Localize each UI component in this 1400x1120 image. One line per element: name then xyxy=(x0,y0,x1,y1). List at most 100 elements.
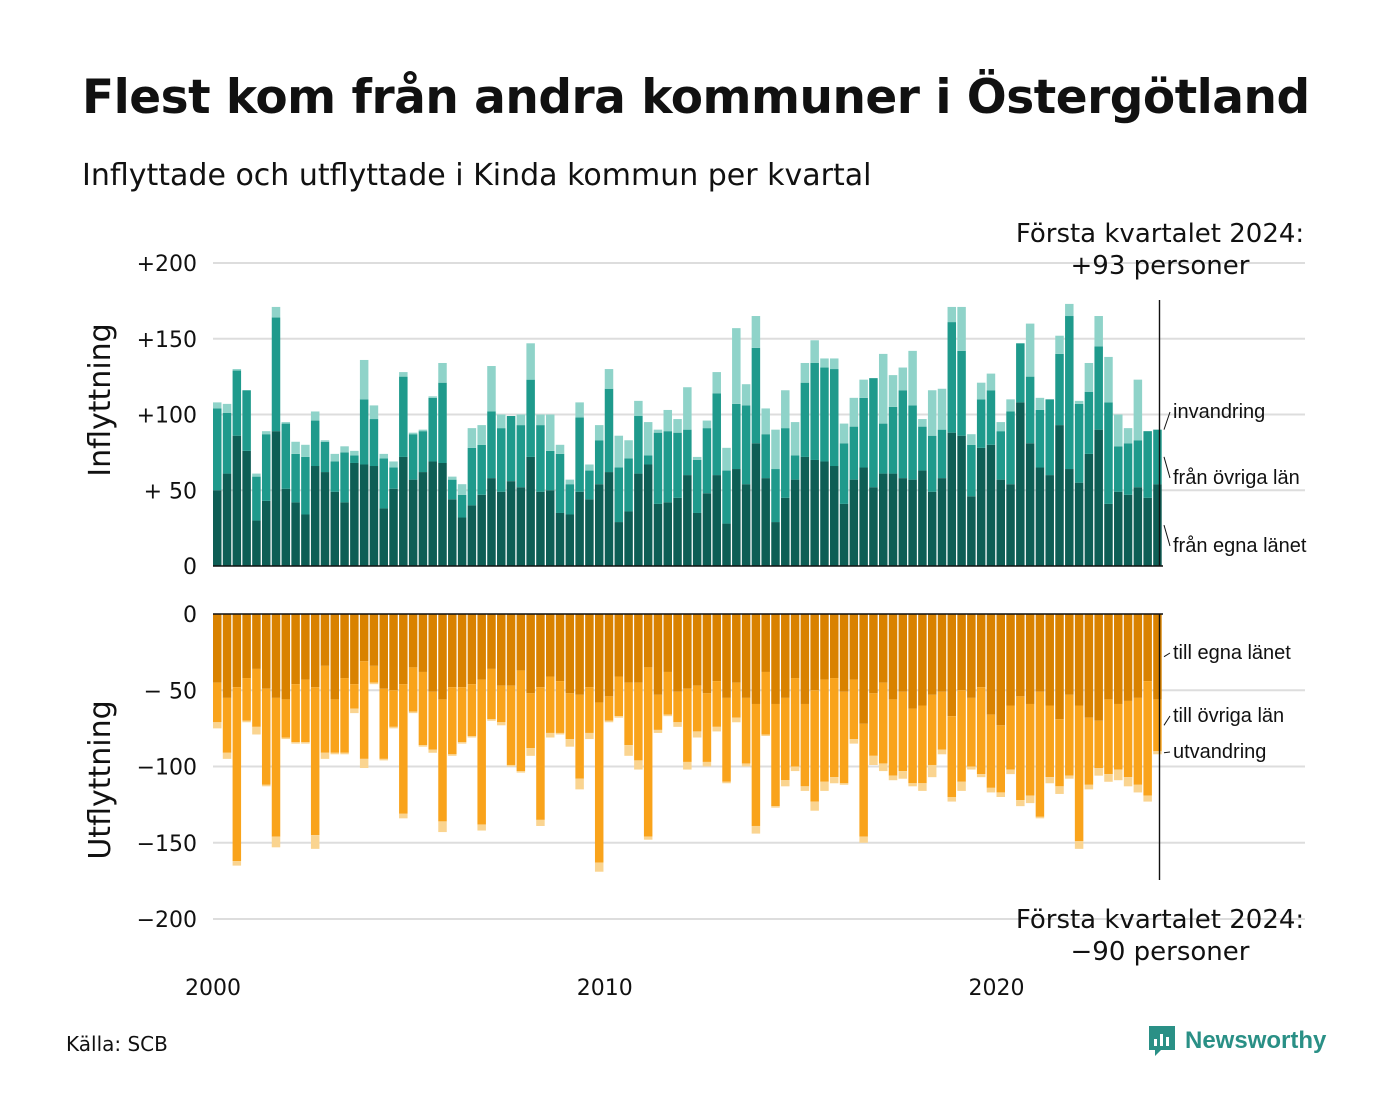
bar-emigration xyxy=(820,781,829,791)
bar-immigration xyxy=(976,382,986,400)
bar-immigration xyxy=(369,405,379,420)
bar-emigration xyxy=(497,722,506,726)
bar-in-own-county xyxy=(1045,475,1054,566)
bar-out-other-counties xyxy=(800,703,810,787)
bar-emigration xyxy=(1104,774,1113,782)
bar-out-other-counties xyxy=(839,691,849,784)
bar-emigration xyxy=(487,719,496,721)
bar-in-other-counties xyxy=(986,390,996,445)
bar-out-own-county xyxy=(1065,614,1074,695)
x-tick-label: 2010 xyxy=(577,976,633,1000)
bar-out-own-county xyxy=(908,614,917,709)
bar-immigration xyxy=(457,484,467,495)
bar-in-own-county xyxy=(340,502,349,566)
bar-out-other-counties xyxy=(663,671,673,715)
bar-out-other-counties xyxy=(497,685,506,723)
bar-emigration xyxy=(771,806,780,808)
y-tick-label-in: 0 xyxy=(183,555,197,580)
bar-immigration xyxy=(1055,335,1064,354)
bar-in-other-counties xyxy=(291,453,300,503)
bar-immigration xyxy=(1025,323,1035,377)
bar-in-own-county xyxy=(1114,491,1123,566)
bar-immigration xyxy=(1035,397,1045,410)
bar-immigration xyxy=(761,408,770,435)
bar-out-other-counties xyxy=(996,725,1005,793)
bar-emigration xyxy=(1084,784,1094,790)
bar-in-own-county xyxy=(869,487,878,566)
bar-out-own-county xyxy=(281,614,291,700)
bar-out-other-counties xyxy=(457,687,467,743)
bar-in-own-county xyxy=(839,503,849,566)
bar-out-other-counties xyxy=(252,668,261,727)
bar-in-own-county xyxy=(1084,453,1094,566)
bar-out-other-counties xyxy=(781,697,790,781)
bar-in-own-county xyxy=(1143,497,1152,566)
bar-immigration xyxy=(839,423,849,444)
bar-in-own-county xyxy=(448,499,457,566)
bar-out-other-counties xyxy=(516,670,526,772)
bar-immigration xyxy=(1074,400,1084,404)
bar-emigration xyxy=(359,758,369,769)
bar-emigration xyxy=(448,754,457,756)
bar-out-own-county xyxy=(1045,614,1054,706)
bar-in-other-counties xyxy=(399,376,408,457)
bar-immigration xyxy=(800,362,810,383)
bar-in-other-counties xyxy=(1143,431,1152,498)
bar-in-other-counties xyxy=(1123,443,1133,495)
bar-out-own-county xyxy=(301,614,310,680)
newsworthy-logo-icon xyxy=(1149,1026,1175,1056)
bar-immigration xyxy=(986,373,996,391)
bar-in-other-counties xyxy=(839,443,849,504)
bar-in-own-county xyxy=(232,435,242,566)
bar-emigration xyxy=(428,749,437,753)
bar-out-other-counties xyxy=(722,697,731,782)
bar-emigration xyxy=(800,786,810,791)
bar-emigration xyxy=(967,766,976,770)
bar-out-other-counties xyxy=(291,684,300,743)
bar-out-own-county xyxy=(967,614,976,698)
bar-immigration xyxy=(957,306,966,351)
bar-in-own-county xyxy=(1035,467,1045,566)
bar-in-other-counties xyxy=(781,428,790,498)
bar-immigration xyxy=(379,453,388,459)
bar-immigration xyxy=(810,340,819,363)
bar-in-own-county xyxy=(320,472,330,566)
bar-in-own-county xyxy=(761,478,770,566)
bar-in-own-county xyxy=(536,491,545,566)
bar-immigration xyxy=(1006,399,1015,412)
bar-emigration xyxy=(575,778,584,790)
bar-in-other-counties xyxy=(320,441,330,473)
bar-out-own-county xyxy=(428,614,437,692)
bar-out-other-counties xyxy=(526,693,535,749)
bar-in-other-counties xyxy=(820,367,829,462)
bar-out-own-county xyxy=(291,614,300,685)
bar-in-own-county xyxy=(810,459,819,566)
bar-in-other-counties xyxy=(771,469,780,523)
bar-emigration xyxy=(408,711,418,714)
bar-out-own-county xyxy=(330,614,340,700)
bar-out-own-county xyxy=(555,614,565,682)
bar-in-other-counties xyxy=(330,461,340,492)
bar-out-own-county xyxy=(1114,614,1123,704)
bar-emigration xyxy=(741,763,751,767)
bar-immigration xyxy=(301,444,310,457)
bar-in-other-counties xyxy=(722,470,731,524)
bar-in-other-counties xyxy=(1084,391,1094,454)
bar-immigration xyxy=(516,414,526,426)
bar-in-other-counties xyxy=(555,453,565,513)
bar-in-other-counties xyxy=(614,467,624,523)
bar-emigration xyxy=(526,748,535,756)
bar-emigration xyxy=(781,780,790,787)
bar-out-other-counties xyxy=(859,723,868,837)
bar-in-other-counties xyxy=(516,425,526,488)
bar-immigration xyxy=(673,419,682,433)
bar-out-own-county xyxy=(1025,614,1035,704)
bar-out-other-counties xyxy=(555,681,565,733)
bar-out-other-counties xyxy=(878,682,888,764)
bar-out-own-county xyxy=(477,614,486,680)
bar-out-own-county xyxy=(859,614,868,724)
bar-in-own-county xyxy=(438,462,447,566)
bar-emigration xyxy=(1143,795,1152,802)
bar-emigration xyxy=(751,825,761,834)
bar-in-own-county xyxy=(996,479,1005,566)
